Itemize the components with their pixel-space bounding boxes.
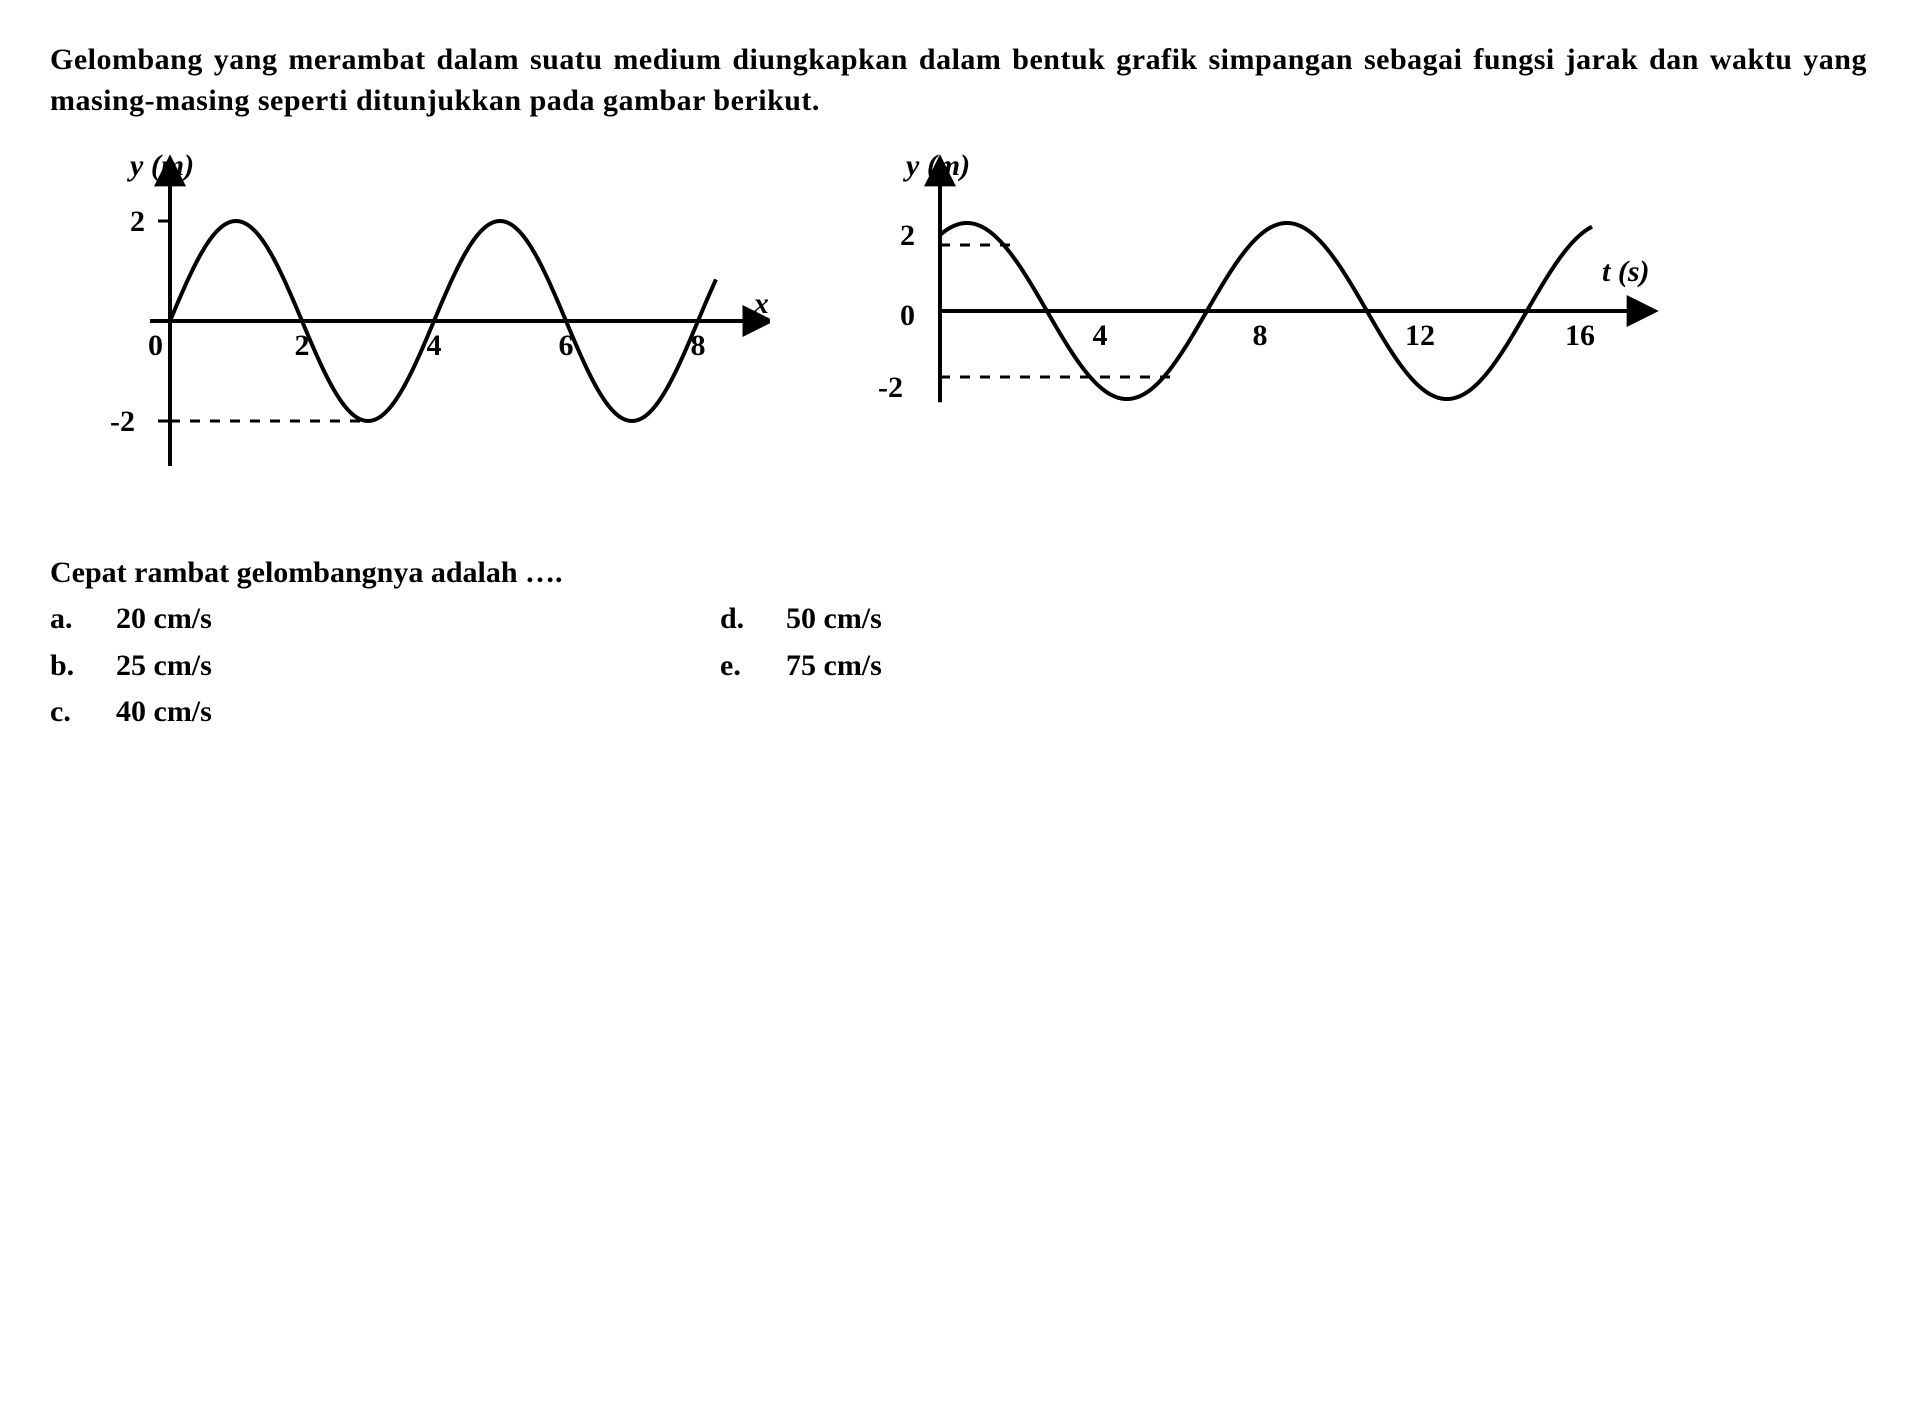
svg-text:8: 8 <box>1253 319 1268 352</box>
answer-options: a. 20 cm/s b. 25 cm/s c. 40 cm/s d. 50 cm/s e. 75… <box>50 599 1150 733</box>
svg-text:4: 4 <box>1093 319 1108 352</box>
chart-y-vs-x: y (m)x (m)2-202468 <box>50 141 770 533</box>
option-letter: d. <box>720 599 756 640</box>
svg-text:12: 12 <box>1405 319 1435 352</box>
option-a[interactable]: a. 20 cm/s <box>50 599 480 640</box>
svg-text:t (s): t (s) <box>1602 255 1650 288</box>
option-text: 20 cm/s <box>116 599 212 640</box>
option-text: 75 cm/s <box>786 646 882 687</box>
svg-text:16: 16 <box>1565 319 1595 352</box>
charts-row: y (m)x (m)2-202468 y (m)t (s)2-20481216 <box>50 141 1867 533</box>
option-letter: e. <box>720 646 756 687</box>
option-b[interactable]: b. 25 cm/s <box>50 646 480 687</box>
wave-chart-time: y (m) t (s) 2 -2 0 4 8 12 16 <box>830 141 1710 461</box>
svg-text:y (m): y (m) <box>127 149 194 182</box>
option-text: 50 cm/s <box>786 599 882 640</box>
wave-chart-distance: y (m)x (m)2-202468 <box>50 141 770 521</box>
option-e[interactable]: e. 75 cm/s <box>720 646 1150 687</box>
svg-text:-2: -2 <box>878 371 903 404</box>
option-d[interactable]: d. 50 cm/s <box>720 599 1150 640</box>
answer-prompt: Cepat rambat gelombangnya adalah …. <box>50 553 1867 594</box>
svg-text:x (m): x (m) <box>753 287 770 320</box>
svg-text:2: 2 <box>130 205 145 238</box>
option-c[interactable]: c. 40 cm/s <box>50 692 480 733</box>
svg-text:2: 2 <box>900 219 915 252</box>
chart-y-vs-t: y (m) t (s) 2 -2 0 4 8 12 16 <box>830 141 1710 473</box>
option-text: 25 cm/s <box>116 646 212 687</box>
svg-text:y (m): y (m) <box>903 149 970 182</box>
option-text: 40 cm/s <box>116 692 212 733</box>
option-letter: a. <box>50 599 86 640</box>
question-text: Gelombang yang merambat dalam suatu medi… <box>50 40 1867 121</box>
option-letter: b. <box>50 646 86 687</box>
option-letter: c. <box>50 692 86 733</box>
svg-text:-2: -2 <box>110 405 135 438</box>
svg-text:0: 0 <box>900 299 915 332</box>
svg-text:0: 0 <box>148 329 163 362</box>
